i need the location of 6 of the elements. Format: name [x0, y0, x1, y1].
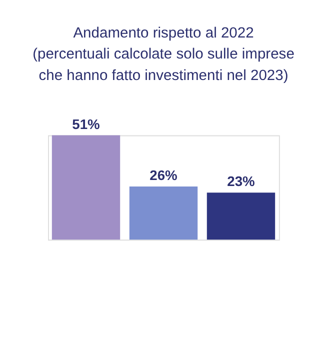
- text: che hanno fatto investimenti nel 2023): [38, 68, 288, 84]
- text: Andamento rispetto al 2022: [73, 25, 254, 42]
- data-label: 51%: [72, 116, 100, 132]
- data-label: 23%: [227, 173, 255, 190]
- text: (percentuali calcolate solo sulle imprese: [32, 46, 294, 63]
- data-label: 26%: [150, 166, 178, 183]
